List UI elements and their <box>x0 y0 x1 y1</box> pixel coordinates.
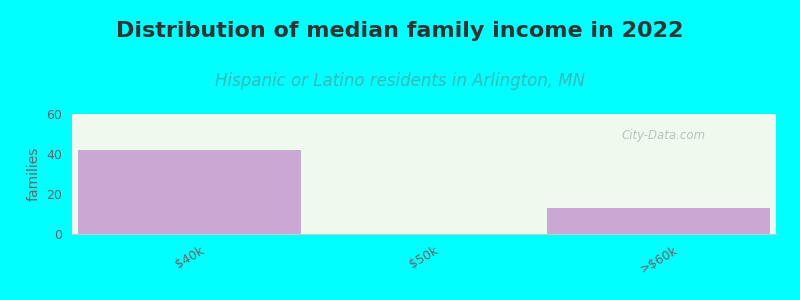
Y-axis label: families: families <box>27 147 41 201</box>
Text: City-Data.com: City-Data.com <box>621 129 706 142</box>
Text: Hispanic or Latino residents in Arlington, MN: Hispanic or Latino residents in Arlingto… <box>215 72 585 90</box>
Bar <box>78 150 301 234</box>
Bar <box>547 208 770 234</box>
Text: Distribution of median family income in 2022: Distribution of median family income in … <box>116 21 684 41</box>
